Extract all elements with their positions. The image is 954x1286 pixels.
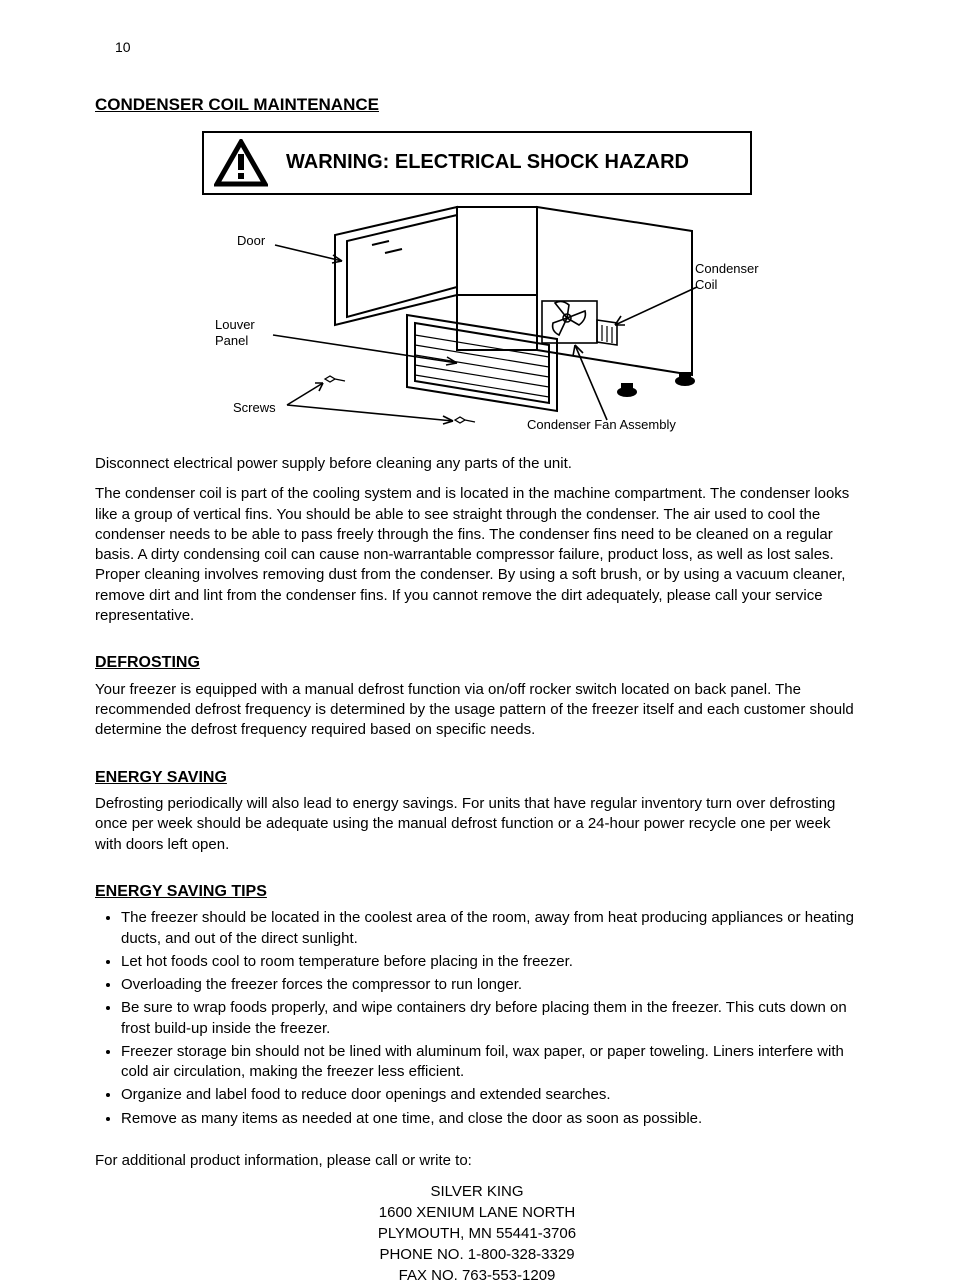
contact-company: SILVER KING (95, 1181, 859, 1202)
contact-phone: 1-800-328-3329 (468, 1246, 575, 1263)
warning-label: WARNING: ELECTRICAL SHOCK HAZARD (286, 149, 689, 176)
contact-fax: 763-553-1209 (462, 1267, 555, 1284)
defrosting-heading: DEFROSTING (95, 652, 859, 674)
list-item: Overloading the freezer forces the compr… (121, 975, 859, 995)
main-heading: CONDENSER COIL MAINTENANCE (95, 94, 859, 117)
energy-tips-heading: ENERGY SAVING TIPS (95, 881, 859, 903)
callout-louver-panel: Louver Panel (215, 317, 255, 348)
contact-intro: For additional product information, plea… (95, 1151, 859, 1171)
list-item: Organize and label food to reduce door o… (121, 1085, 859, 1105)
warning-box: WARNING: ELECTRICAL SHOCK HAZARD (202, 131, 752, 195)
disconnect-warning-text: Disconnect electrical power supply befor… (95, 454, 859, 474)
list-item: The freezer should be located in the coo… (121, 908, 859, 949)
list-item: Remove as many items as needed at one ti… (121, 1109, 859, 1129)
contact-fax-label: FAX NO. (399, 1267, 458, 1284)
callout-screws: Screws (233, 400, 276, 416)
list-item: Let hot foods cool to room temperature b… (121, 952, 859, 972)
callout-condenser-fan: Condenser Fan Assembly (527, 417, 676, 433)
contact-address-1: 1600 XENIUM LANE NORTH (95, 1202, 859, 1223)
contact-address-2: PLYMOUTH, MN 55441-3706 (95, 1223, 859, 1244)
contact-block: SILVER KING 1600 XENIUM LANE NORTH PLYMO… (95, 1181, 859, 1286)
condenser-diagram: Door Louver Panel Screws Condenser Fan A… (197, 195, 757, 436)
callout-condenser-coil: Condenser Coil (695, 261, 759, 292)
callout-door: Door (237, 233, 265, 249)
defrosting-body: Your freezer is equipped with a manual d… (95, 680, 859, 741)
contact-fax-row: FAX NO. 763-553-1209 (95, 1265, 859, 1286)
condenser-description: The condenser coil is part of the coolin… (95, 484, 859, 626)
energy-tips-list: The freezer should be located in the coo… (95, 908, 859, 1129)
list-item: Freezer storage bin should not be lined … (121, 1042, 859, 1083)
energy-saving-heading: ENERGY SAVING (95, 767, 859, 789)
contact-phone-label: PHONE NO. (379, 1246, 463, 1263)
warning-triangle-icon (214, 139, 268, 187)
energy-saving-body: Defrosting periodically will also lead t… (95, 794, 859, 855)
list-item: Be sure to wrap foods properly, and wipe… (121, 998, 859, 1039)
page-number: 10 (115, 38, 131, 57)
contact-phone-row: PHONE NO. 1-800-328-3329 (95, 1244, 859, 1265)
